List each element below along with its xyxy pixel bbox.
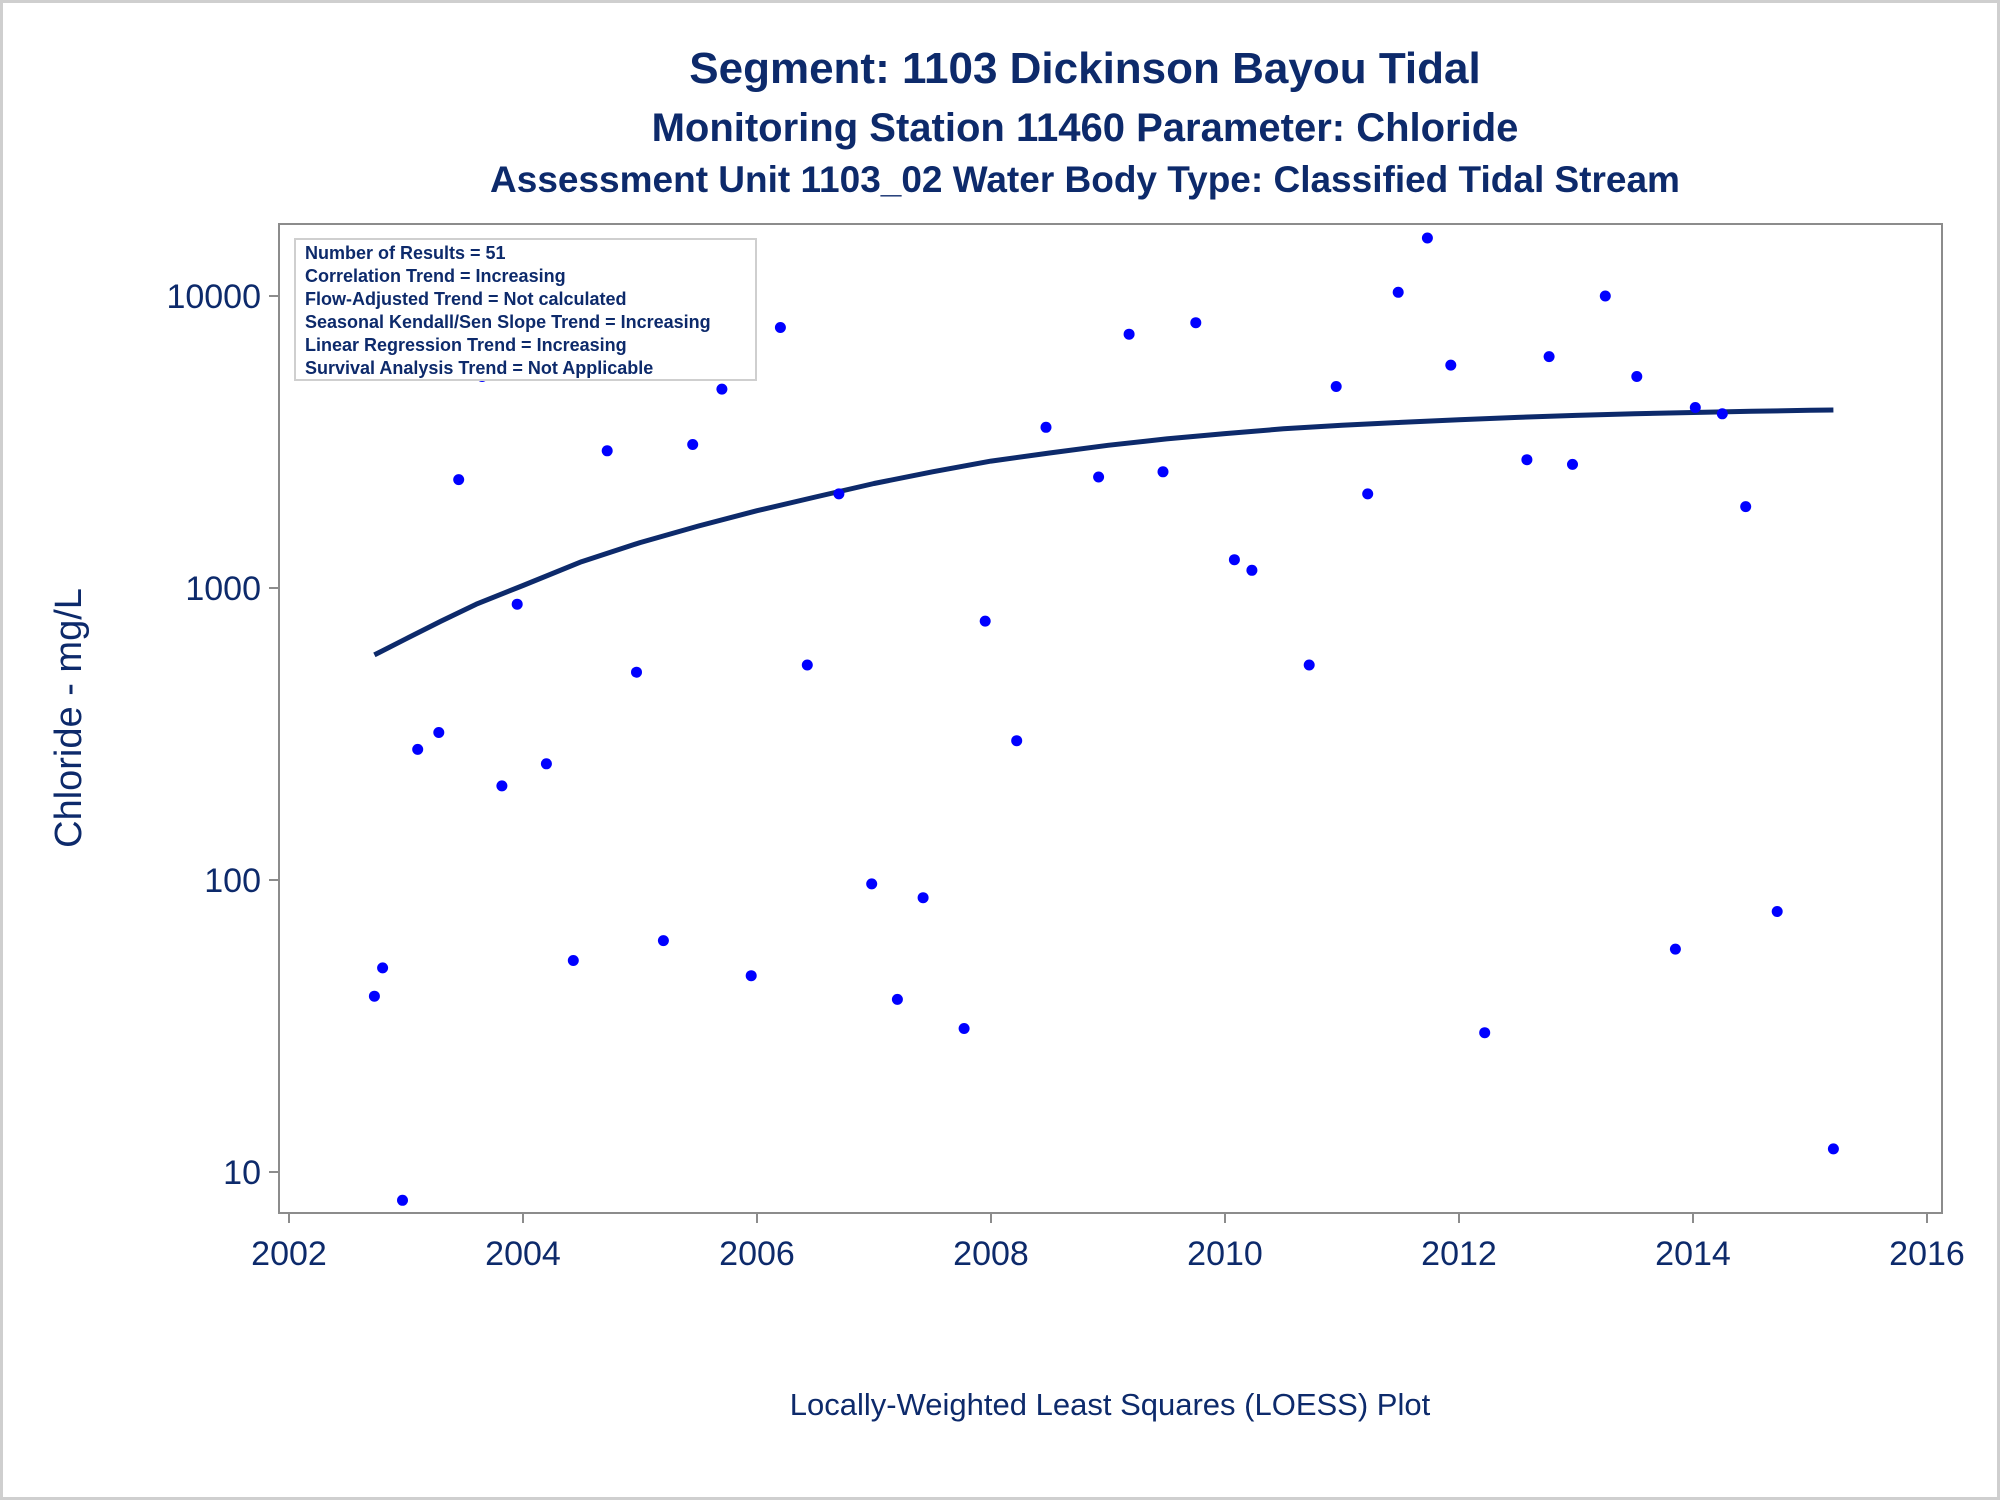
data-point [1246, 564, 1258, 576]
y-tick-label: 1000 [185, 570, 261, 608]
data-point [1543, 351, 1555, 363]
data-point [397, 1194, 408, 1206]
x-tick-label: 2002 [251, 1235, 327, 1273]
x-tick-label: 2010 [1187, 1235, 1263, 1273]
data-point [866, 878, 878, 890]
x-tick-label: 2012 [1421, 1235, 1497, 1273]
data-point [958, 1023, 970, 1034]
data-point [1631, 371, 1643, 382]
data-point [774, 322, 786, 333]
trend-stats-line: Number of Results = 51 [305, 243, 506, 263]
data-point [496, 780, 508, 792]
x-tick-label: 2006 [719, 1235, 795, 1273]
chart-title: Segment: 1103 Dickinson Bayou Tidal [689, 44, 1480, 93]
chart-subtitle-station: Monitoring Station 11460 Parameter: Chlo… [652, 106, 1519, 150]
data-point [412, 743, 424, 755]
trend-stats-line: Correlation Trend = Increasing [305, 266, 566, 286]
chloride-chart: Segment: 1103 Dickinson Bayou Tidal Moni… [48, 44, 1965, 1422]
data-point [1740, 501, 1752, 513]
y-tick-label: 10000 [166, 278, 261, 316]
data-points-group [368, 232, 1839, 1206]
y-axis-label: Chloride - mg/L [48, 588, 90, 848]
data-point [917, 892, 929, 904]
data-point [1190, 317, 1202, 329]
data-point [1093, 471, 1105, 483]
x-tick-label: 2004 [485, 1235, 561, 1273]
data-point [657, 935, 669, 947]
data-point [368, 990, 380, 1002]
x-tick-label: 2016 [1889, 1235, 1965, 1273]
data-point [377, 962, 389, 974]
loess-curve [373, 407, 1834, 658]
data-point [1521, 454, 1533, 466]
y-tick-label: 10 [223, 1154, 261, 1192]
data-point [511, 598, 523, 610]
plot-area [278, 223, 1943, 1214]
data-point [1827, 1143, 1839, 1155]
trend-stats-line: Survival Analysis Trend = Not Applicable [305, 358, 653, 378]
data-point [801, 659, 813, 671]
data-point [433, 727, 445, 738]
data-point [1567, 458, 1578, 470]
data-point [1771, 906, 1783, 917]
data-point [979, 615, 991, 627]
trend-stats-line: Flow-Adjusted Trend = Not calculated [305, 289, 627, 309]
loess-curve-group [373, 407, 1834, 658]
data-point [1228, 554, 1240, 566]
data-point [1157, 466, 1169, 478]
data-point [1599, 290, 1611, 302]
trend-stats-box-border [294, 238, 757, 381]
data-point [1392, 286, 1404, 298]
data-point [1421, 232, 1433, 244]
data-point [891, 993, 903, 1005]
data-point [567, 955, 579, 966]
y-axis: 10 100 1000 10000 [166, 278, 279, 1192]
trend-stats-line: Seasonal Kendall/Sen Slope Trend = Incre… [305, 312, 711, 332]
data-point [687, 439, 699, 450]
x-tick-label: 2008 [953, 1235, 1029, 1273]
data-point [1303, 659, 1315, 671]
data-point [1011, 735, 1023, 747]
data-point [745, 970, 757, 982]
data-point [1689, 402, 1701, 413]
data-point [453, 474, 465, 486]
data-point [1479, 1027, 1491, 1039]
chart-subtitle-assessment: Assessment Unit 1103_02 Water Body Type:… [490, 159, 1680, 200]
data-point [1445, 359, 1457, 371]
data-point [631, 666, 642, 678]
data-point [1669, 943, 1681, 955]
data-point [1330, 381, 1342, 392]
trend-stats-box: Number of Results = 51 Correlation Trend … [294, 238, 757, 381]
data-point [1040, 421, 1052, 433]
trend-stats-line: Linear Regression Trend = Increasing [305, 335, 627, 355]
data-point [833, 488, 845, 500]
data-point [1716, 408, 1728, 420]
data-point [540, 758, 552, 770]
data-point [1362, 488, 1374, 500]
data-point [716, 383, 728, 395]
y-tick-label: 100 [204, 862, 261, 900]
x-axis: 2002 2004 2006 2008 2010 2012 2014 2016 [251, 1213, 1965, 1273]
data-point [601, 445, 613, 457]
x-tick-label: 2014 [1655, 1235, 1731, 1273]
loess-plot-caption: Locally-Weighted Least Squares (LOESS) P… [790, 1387, 1431, 1422]
data-point [1123, 328, 1135, 340]
